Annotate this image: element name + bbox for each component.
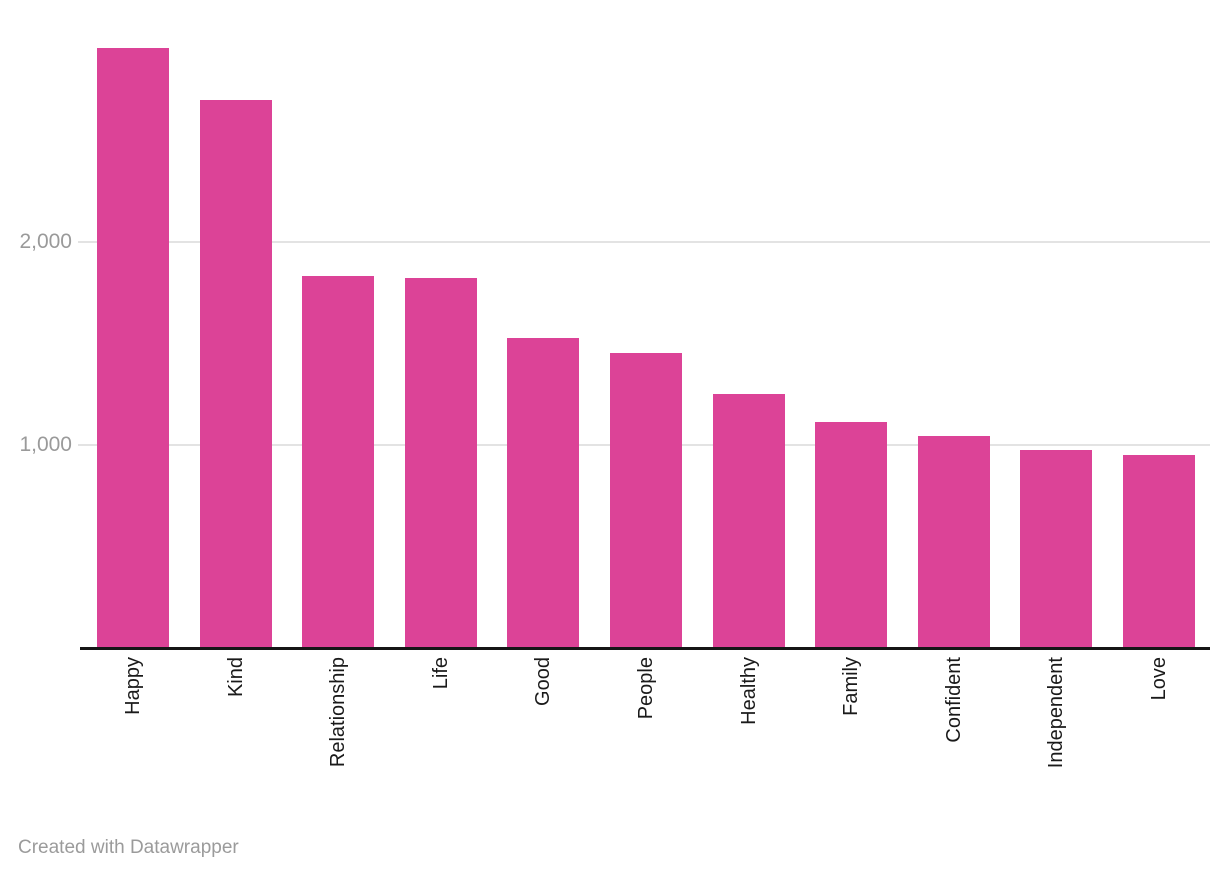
datawrapper-attribution: Created with Datawrapper: [18, 837, 239, 858]
x-label-people: People: [635, 657, 657, 720]
x-label-love: Love: [1148, 657, 1170, 701]
bar-relationship[interactable]: [302, 276, 374, 647]
x-label-good: Good: [532, 657, 554, 706]
y-tick-label-2000: 2,000: [19, 230, 72, 253]
bar-independent[interactable]: [1020, 450, 1092, 647]
x-label-independent: Independent: [1045, 657, 1067, 769]
bar-kind[interactable]: [200, 100, 272, 647]
x-label-happy: Happy: [122, 657, 144, 715]
x-axis-baseline: [80, 647, 1210, 650]
bar-confident[interactable]: [918, 436, 990, 647]
bar-family[interactable]: [815, 422, 887, 647]
x-label-confident: Confident: [943, 657, 965, 743]
bar-good[interactable]: [507, 338, 579, 647]
y-tick-label-1000: 1,000: [19, 433, 72, 456]
x-label-kind: Kind: [225, 657, 247, 698]
bar-happy[interactable]: [97, 48, 169, 647]
x-label-life: Life: [430, 657, 452, 690]
bar-love[interactable]: [1123, 455, 1195, 647]
bar-healthy[interactable]: [713, 394, 785, 647]
bar-life[interactable]: [405, 278, 477, 647]
x-label-family: Family: [840, 657, 862, 716]
x-label-relationship: Relationship: [327, 657, 349, 768]
gridline-2000: [78, 241, 1210, 243]
bar-people[interactable]: [610, 353, 682, 647]
x-label-healthy: Healthy: [738, 657, 760, 725]
